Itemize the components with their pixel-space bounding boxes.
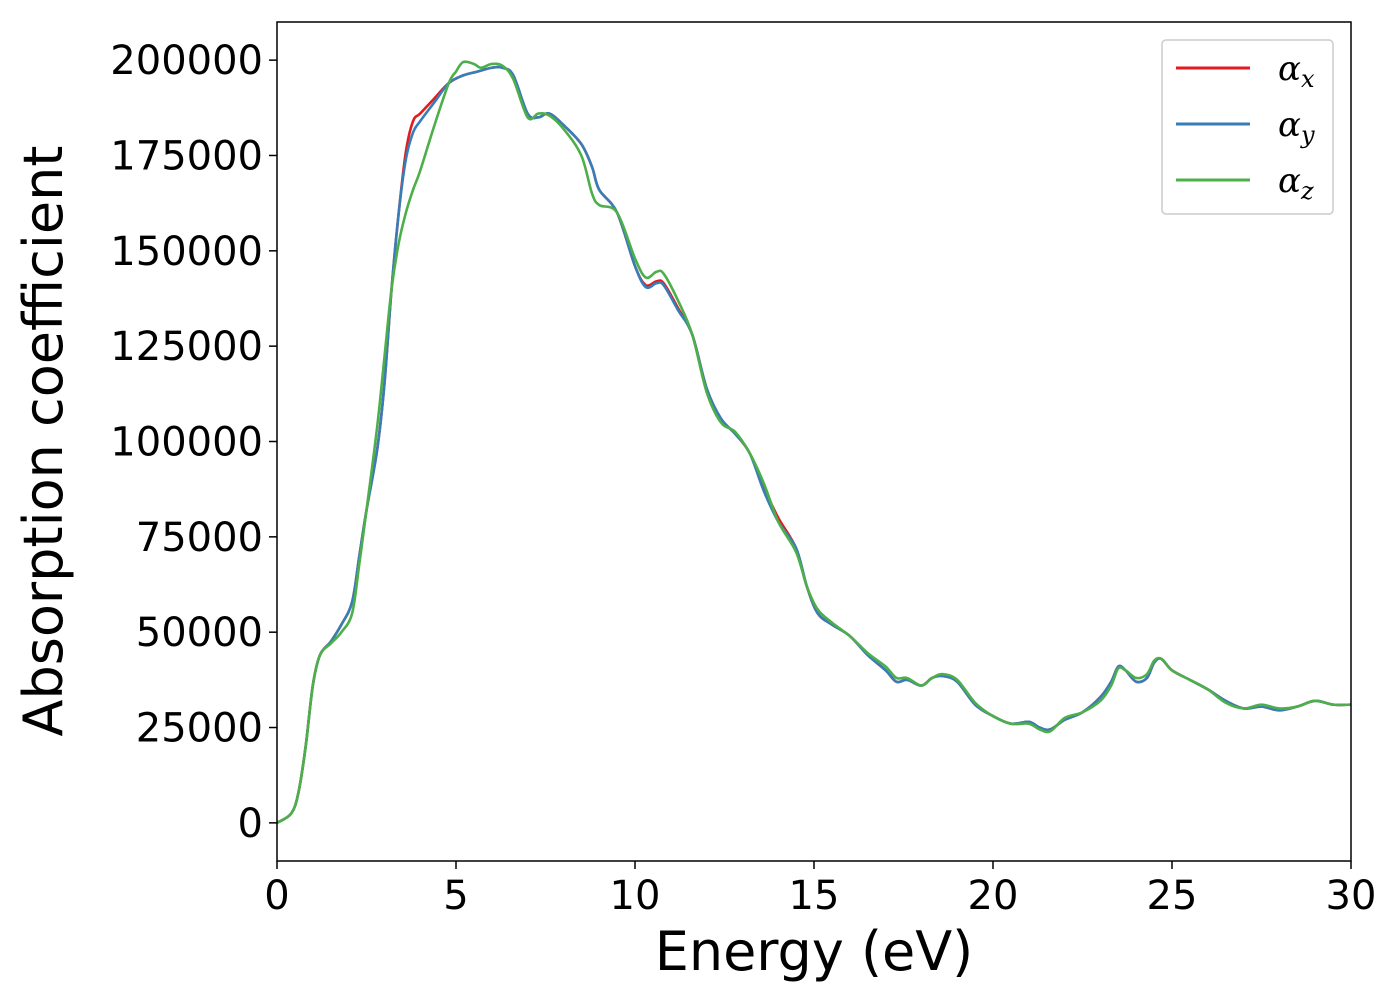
x-tick-label: 15: [789, 873, 840, 919]
x-axis-title: Energy (eV): [655, 920, 974, 983]
legend: αx αy αz: [1161, 39, 1334, 215]
y-tick-label: 175000: [110, 133, 263, 179]
x-tick-label: 20: [968, 873, 1019, 919]
legend-box: [1161, 39, 1334, 215]
x-tick-label: 25: [1147, 873, 1198, 919]
x-tick-label: 30: [1326, 873, 1377, 919]
y-tick-label: 50000: [136, 610, 263, 656]
legend-label-x: αx: [1278, 49, 1315, 93]
x-tick-label: 0: [264, 873, 289, 919]
series-line-z: [277, 60, 1351, 825]
y-tick-label: 125000: [110, 324, 263, 370]
y-axis-title: Absorption coefficient: [12, 146, 75, 737]
y-axis: 0 25000 50000 75000 100000 125000 150000 175000…: [110, 38, 277, 847]
y-tick-label: 100000: [110, 420, 263, 466]
x-tick-label: 5: [443, 873, 468, 919]
y-tick-label: 200000: [110, 38, 263, 84]
y-tick-label: 75000: [136, 515, 263, 561]
y-tick-label: 0: [238, 801, 263, 847]
x-tick-label: 10: [610, 873, 661, 919]
y-tick-label: 150000: [110, 229, 263, 275]
y-tick-label: 25000: [136, 706, 263, 752]
series-layer: [277, 60, 1351, 825]
legend-label-z: αz: [1278, 161, 1314, 205]
legend-label-y: αy: [1278, 105, 1315, 149]
x-axis: 0 5 10 15 20 25 30: [264, 861, 1376, 919]
